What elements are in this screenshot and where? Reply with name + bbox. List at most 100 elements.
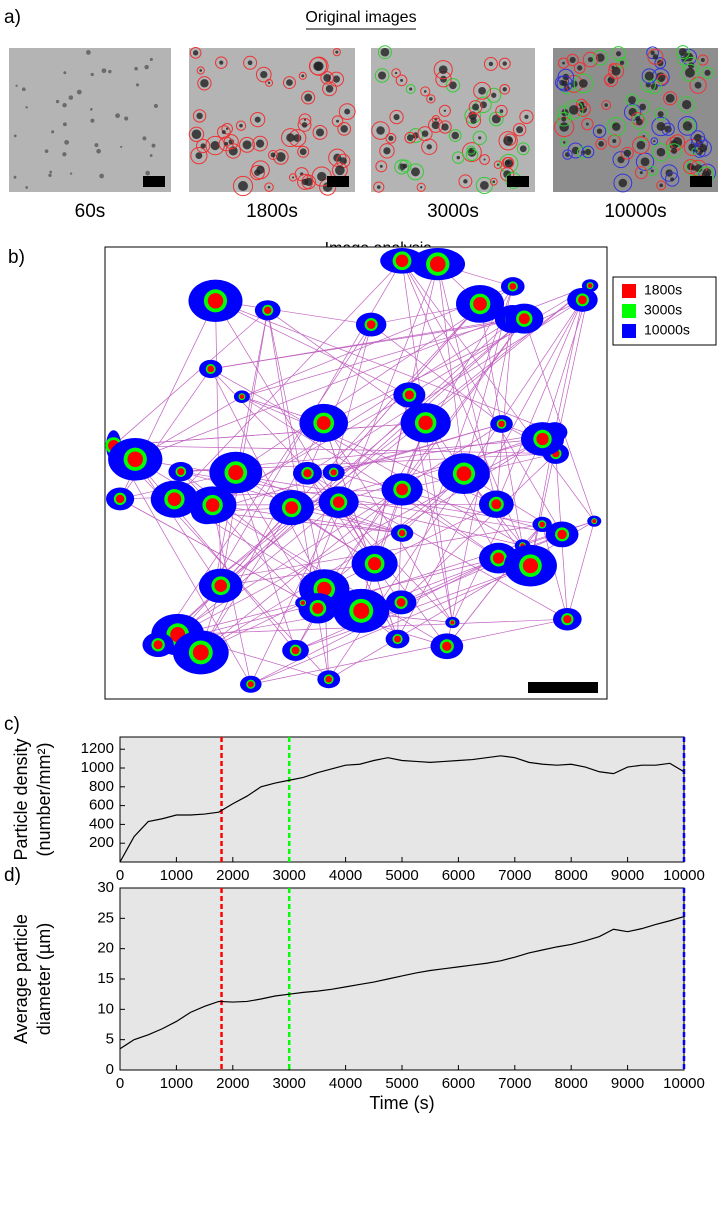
detection-ring: [322, 81, 337, 97]
detection-ring: [249, 165, 265, 181]
detection-ring: [611, 46, 627, 62]
particle: [199, 69, 203, 72]
legend-swatch: [622, 304, 636, 318]
blob: [239, 394, 245, 399]
particle: [598, 141, 604, 147]
blob: [205, 498, 220, 512]
detection-ring: [656, 180, 667, 191]
particle: [135, 83, 140, 87]
detection-ring: [190, 147, 208, 165]
image-caption: 10000s: [604, 201, 666, 222]
detection-ring: [288, 173, 298, 182]
detection-ring: [404, 131, 417, 144]
detection-ring: [681, 63, 699, 82]
detection-ring: [298, 71, 307, 80]
particle: [90, 72, 94, 77]
particle: [431, 121, 440, 130]
detection-ring: [416, 182, 426, 192]
detection-ring: [512, 122, 527, 137]
particle: [483, 158, 486, 161]
detection-ring: [581, 117, 594, 131]
particle: [688, 143, 697, 152]
network-edge: [401, 260, 531, 566]
particle: [519, 145, 527, 153]
network-edge: [235, 472, 296, 651]
network-edge: [554, 299, 583, 433]
particle: [13, 175, 17, 179]
particle: [596, 128, 603, 134]
y-tick-label: 15: [97, 970, 114, 987]
detection-ring: [252, 135, 268, 152]
particle: [411, 167, 420, 177]
particle: [569, 56, 576, 64]
detection-ring: [438, 104, 451, 117]
particle: [684, 67, 695, 78]
detection-ring: [468, 100, 483, 114]
y-tick-label: 0: [106, 1061, 114, 1078]
detection-ring: [405, 84, 416, 95]
particle: [299, 148, 307, 156]
detection-ring: [301, 90, 316, 105]
network-edge: [307, 431, 555, 474]
particle: [499, 109, 504, 113]
detection-ring: [581, 145, 595, 159]
detection-ring: [395, 74, 408, 87]
particle: [559, 122, 569, 132]
detection-ring: [562, 149, 573, 160]
particle: [286, 79, 293, 86]
detection-ring: [337, 121, 352, 136]
detection-ring: [654, 57, 667, 69]
network-edge: [113, 445, 252, 685]
particle: [380, 47, 390, 57]
detection-ring: [312, 124, 328, 140]
detection-ring: [677, 116, 698, 136]
detection-ring: [613, 173, 633, 193]
particle: [569, 105, 579, 115]
detection-ring: [394, 159, 410, 175]
particle: [640, 157, 650, 167]
detection-ring: [391, 68, 401, 78]
y-axis-label: diameter (µm): [34, 923, 54, 1035]
network-edge: [401, 260, 595, 522]
particle: [378, 71, 387, 80]
x-tick-label: 0: [116, 1075, 124, 1092]
particle: [219, 60, 224, 65]
particle: [21, 87, 26, 92]
particle: [96, 148, 101, 154]
particle: [561, 116, 567, 122]
particle: [99, 173, 104, 179]
detection-ring: [573, 61, 586, 74]
network-edge: [200, 422, 325, 653]
detection-ring: [654, 107, 668, 121]
y-axis-label: Particle density: [11, 738, 31, 860]
particle: [192, 50, 199, 56]
particle: [340, 125, 348, 133]
particle: [124, 116, 129, 121]
detection-ring: [297, 145, 310, 158]
network-edge: [220, 563, 375, 587]
blob: [398, 529, 406, 537]
detection-ring: [297, 117, 312, 132]
detection-ring: [566, 53, 579, 67]
blob: [473, 297, 487, 311]
particle: [700, 58, 705, 63]
detection-ring: [592, 124, 607, 138]
detection-ring: [218, 136, 234, 152]
network-edge: [370, 324, 502, 425]
x-tick-label: 10000: [663, 1075, 705, 1092]
x-tick-label: 2000: [216, 867, 249, 884]
detection-ring: [320, 71, 334, 85]
network-edge: [220, 285, 591, 587]
particle: [314, 61, 324, 71]
particle: [604, 103, 608, 107]
particle: [492, 180, 496, 183]
blob: [592, 519, 597, 524]
network-edge: [324, 503, 497, 590]
particle: [120, 145, 123, 149]
x-tick-label: 3000: [273, 1075, 306, 1092]
scale-bar: [327, 176, 349, 187]
detection-ring: [635, 99, 651, 115]
y-tick-label: 1200: [81, 740, 114, 757]
detection-ring: [635, 152, 655, 171]
network-edge: [215, 318, 525, 581]
